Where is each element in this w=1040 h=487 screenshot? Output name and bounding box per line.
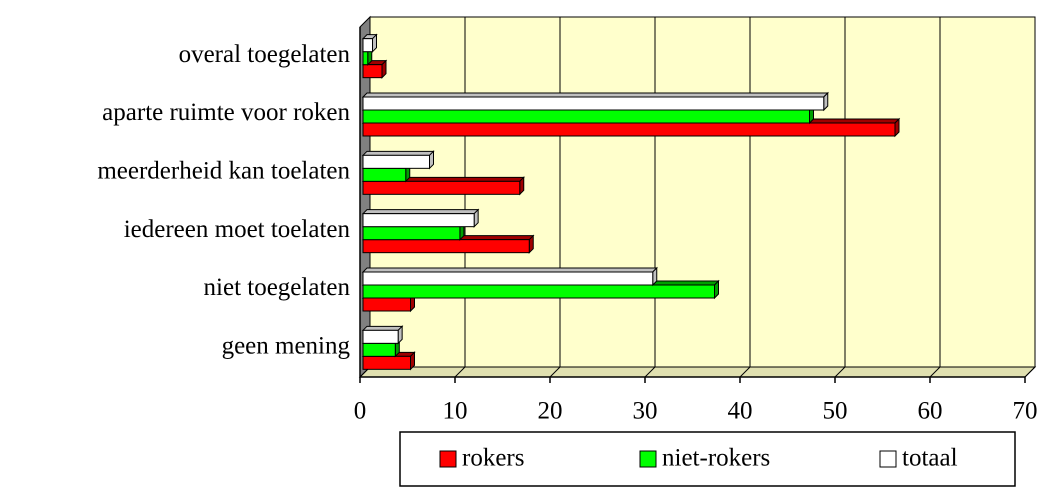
bar [362,154,430,169]
legend-box [399,431,1016,487]
category-label: iedereen moet toelaten [124,216,351,243]
category-label: meerderheid kan toelaten [97,158,350,185]
bar [362,51,369,66]
grid-line-floor [1024,366,1036,378]
bar-top [361,267,658,273]
bar [362,122,896,137]
x-tick-label: 50 [823,398,848,425]
category-label: overal toegelaten [179,41,351,68]
category-label: geen mening [222,333,351,360]
x-tick-label: 60 [918,398,943,425]
bar [362,239,530,254]
bar [362,38,373,53]
bar-top [361,325,404,331]
bar [362,271,654,286]
grid-line-floor [454,366,466,378]
category-label: niet toegelaten [204,274,351,301]
bar-top [361,150,435,156]
legend-label: niet-rokers [662,445,770,472]
bar [362,96,825,111]
bar [362,284,715,299]
bar [362,329,399,344]
category-label: aparte ruimte voor roken [102,99,350,126]
grid-line-floor [739,366,751,378]
x-tick-label: 40 [728,398,753,425]
bar [362,213,475,228]
bar-top [361,92,829,98]
floor [358,366,1037,378]
grid-line-floor [644,366,656,378]
x-tick-label: 30 [633,398,658,425]
bar-top [361,209,480,215]
legend-label: totaal [902,445,958,472]
grid-line-floor [929,366,941,378]
bar [362,226,461,241]
legend-swatch [879,450,897,468]
grid-line-floor [834,366,846,378]
bar [362,109,810,124]
bar [362,180,521,195]
bar [362,64,383,79]
x-tick-label: 70 [1013,398,1038,425]
bar [362,167,407,182]
grid-line-floor [549,366,561,378]
bar [362,342,396,357]
legend-swatch [439,450,457,468]
legend-label: rokers [462,445,524,472]
x-tick-label: 20 [538,398,563,425]
x-tick-label: 0 [354,398,367,425]
legend-swatch [639,450,657,468]
bar [362,297,411,312]
bar [362,355,411,370]
x-tick-label: 10 [443,398,468,425]
